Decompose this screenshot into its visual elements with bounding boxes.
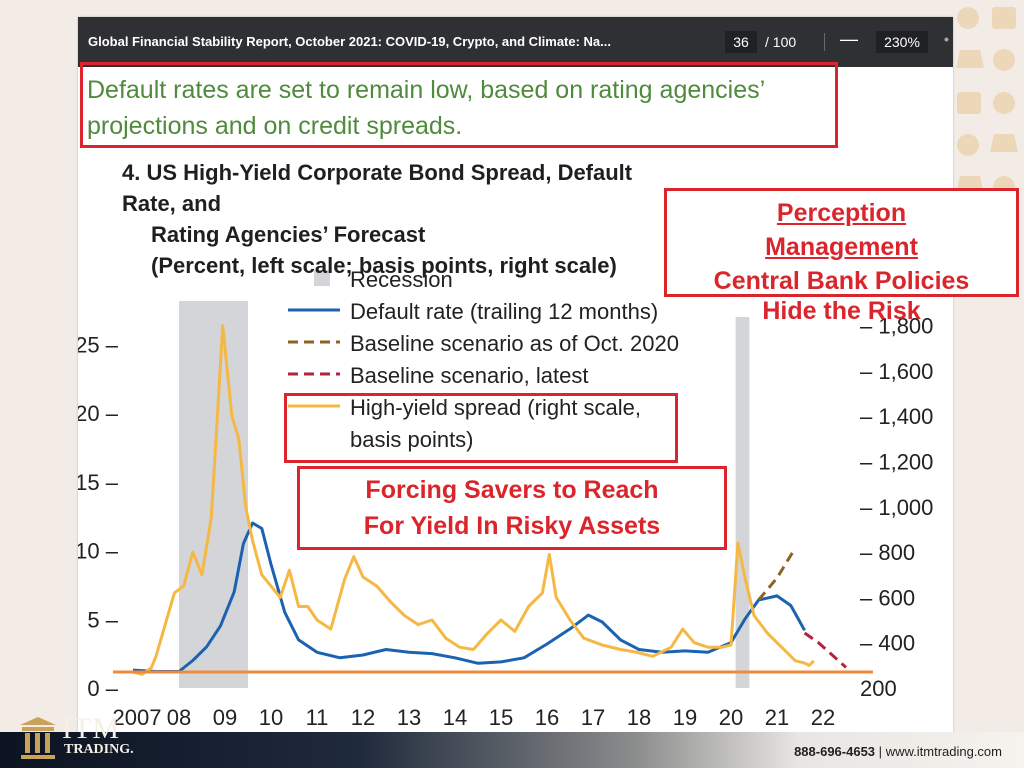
right-tick-label: – 1,600 [860, 359, 933, 384]
footer-website[interactable]: www.itmtrading.com [885, 744, 1002, 759]
series-line [132, 324, 815, 676]
x-tick-label: 09 [213, 705, 237, 730]
pdf-viewer: Global Financial Stability Report, Octob… [78, 17, 953, 733]
perception-line-4: Hide the Risk [762, 297, 921, 325]
subtitle-highlight-box [80, 62, 838, 148]
x-tick-label: 20 [719, 705, 743, 730]
x-tick-label: 08 [167, 705, 191, 730]
right-tick-label: – 1,000 [860, 495, 933, 520]
right-tick-label: – 600 [860, 585, 915, 610]
x-tick-label: 22 [811, 705, 835, 730]
x-tick-label: 11 [306, 705, 329, 730]
footer-phone[interactable]: 888-696-4653 [794, 744, 876, 759]
x-tick-label: 14 [443, 705, 467, 730]
zoom-out-button[interactable]: — [840, 29, 858, 49]
left-tick-label: 10 – [78, 539, 119, 564]
background-pattern [952, 0, 1024, 730]
perception-line-2: Management [765, 233, 918, 261]
figure-title-line-2: Rating Agencies’ Forecast [151, 222, 426, 247]
recession-band [735, 317, 750, 688]
forcing-line-2: For Yield In Risky Assets [363, 512, 661, 540]
x-tick-label: 17 [581, 705, 605, 730]
more-options-icon[interactable]: • [944, 31, 949, 47]
legend-label: basis points) [350, 427, 474, 452]
x-tick-label: 21 [765, 705, 789, 730]
series-line [803, 631, 848, 669]
perception-callout-box [664, 188, 1019, 297]
hy-spread-legend-highlight [284, 393, 678, 463]
figure-title-line-1: 4. US High-Yield Corporate Bond Spread, … [122, 160, 633, 216]
x-tick-label: 13 [397, 705, 421, 730]
toolbar-divider [824, 33, 825, 51]
forcing-callout-box [297, 466, 727, 550]
x-tick-label: 18 [627, 705, 651, 730]
right-tick-label: – 1,400 [860, 404, 933, 429]
x-tick-label: 12 [351, 705, 375, 730]
x-tick-label: 2007 [113, 705, 162, 730]
x-tick-label: 19 [673, 705, 697, 730]
right-tick-label: – 400 [860, 631, 915, 656]
legend-label: Recession [350, 267, 453, 292]
chart: 2007 08 09 10 11 12 13 14 15 16 17 18 19 20 21 22 0 – 5 –… [78, 267, 933, 730]
perception-line-1: Perception [776, 199, 907, 227]
series-line [757, 547, 797, 601]
forcing-callout: Forcing Savers to Reach For Yield In Ris… [297, 472, 727, 544]
brand-name: ITM [62, 712, 120, 745]
right-tick-label: – 1,200 [860, 450, 933, 475]
footer-separator: | [878, 744, 883, 759]
zoom-level-input[interactable]: 230% [876, 31, 928, 53]
series-line [132, 521, 806, 673]
perception-line-3: Central Bank Policies [713, 267, 970, 295]
chart-subtitle: Default rates are set to remain low, bas… [87, 72, 827, 144]
brand-subtitle: TRADING. [64, 742, 134, 757]
right-tick-label: 200 [860, 676, 897, 701]
figure-title-line-3: (Percent, left scale; basis points, righ… [151, 253, 617, 278]
figure-title: 4. US High-Yield Corporate Bond Spread, … [122, 157, 662, 281]
legend-label: Default rate (trailing 12 months) [350, 299, 658, 324]
left-tick-label: 5 – [87, 607, 118, 632]
left-tick-label: 20 – [78, 401, 119, 426]
document-title: Global Financial Stability Report, Octob… [88, 34, 611, 49]
subtitle-line-2: projections and on credit spreads. [87, 112, 463, 140]
forcing-line-1: Forcing Savers to Reach [365, 476, 659, 504]
page-total: / 100 [765, 34, 797, 50]
legend-swatch [314, 270, 330, 286]
x-tick-label: 15 [489, 705, 513, 730]
footer-bar: 888-696-4653 | www.itmtrading.com [0, 732, 1024, 768]
x-tick-label: 16 [535, 705, 559, 730]
x-tick-label: 10 [259, 705, 283, 730]
legend-label: Baseline scenario as of Oct. 2020 [350, 331, 679, 356]
left-tick-label: 15 – [78, 470, 119, 495]
pdf-toolbar: Global Financial Stability Report, Octob… [78, 17, 953, 67]
subtitle-line-1: Default rates are set to remain low, bas… [87, 76, 766, 104]
footer-contact: 888-696-4653 | www.itmtrading.com [794, 744, 1002, 759]
left-tick-label: 25 – [78, 332, 119, 357]
itm-logo: ITM TRADING. [18, 712, 198, 768]
right-tick-label: – 800 [860, 540, 915, 565]
left-tick-label: 0 – [87, 676, 118, 701]
legend-label: High-yield spread (right scale, [350, 395, 641, 420]
pillar-icon [20, 717, 56, 759]
page-number-input[interactable]: 36 [725, 31, 757, 53]
perception-callout: Perception Management Central Bank Polic… [664, 196, 1019, 298]
right-tick-label: – 1,800 [860, 314, 933, 339]
legend-label: Baseline scenario, latest [350, 363, 588, 388]
